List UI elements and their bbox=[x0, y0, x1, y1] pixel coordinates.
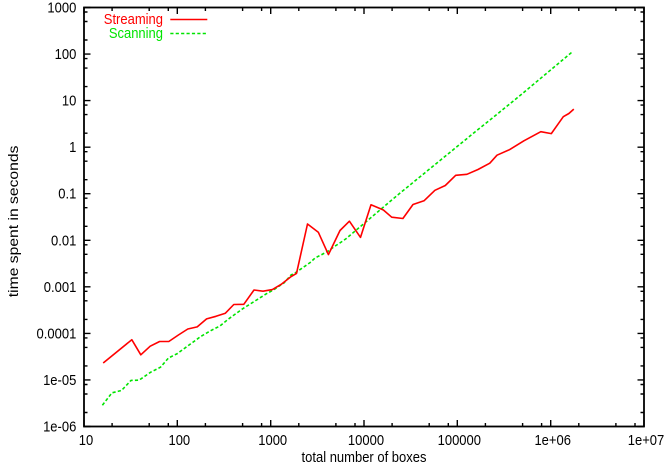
svg-text:1000: 1000 bbox=[47, 0, 76, 16]
svg-text:0.1: 0.1 bbox=[58, 185, 76, 202]
svg-text:1: 1 bbox=[69, 138, 76, 155]
svg-text:100000: 100000 bbox=[438, 431, 482, 448]
svg-text:10: 10 bbox=[62, 92, 77, 109]
svg-text:100: 100 bbox=[168, 431, 190, 448]
svg-text:0.001: 0.001 bbox=[44, 278, 77, 295]
svg-text:1e-05: 1e-05 bbox=[43, 371, 76, 388]
svg-text:1e+06: 1e+06 bbox=[534, 431, 571, 448]
svg-text:1e+07: 1e+07 bbox=[628, 431, 665, 448]
svg-text:Streaming: Streaming bbox=[104, 10, 163, 27]
svg-text:total number of boxes: total number of boxes bbox=[302, 448, 427, 465]
svg-text:1000: 1000 bbox=[258, 431, 287, 448]
svg-text:0.0001: 0.0001 bbox=[37, 325, 77, 342]
svg-text:10000: 10000 bbox=[348, 431, 384, 448]
svg-text:10: 10 bbox=[79, 431, 94, 448]
svg-text:Scanning: Scanning bbox=[109, 24, 163, 41]
svg-text:1e-06: 1e-06 bbox=[43, 418, 76, 435]
svg-text:time spent in seconds: time spent in seconds bbox=[7, 146, 22, 298]
svg-text:100: 100 bbox=[55, 45, 77, 62]
svg-text:0.01: 0.01 bbox=[51, 231, 76, 248]
